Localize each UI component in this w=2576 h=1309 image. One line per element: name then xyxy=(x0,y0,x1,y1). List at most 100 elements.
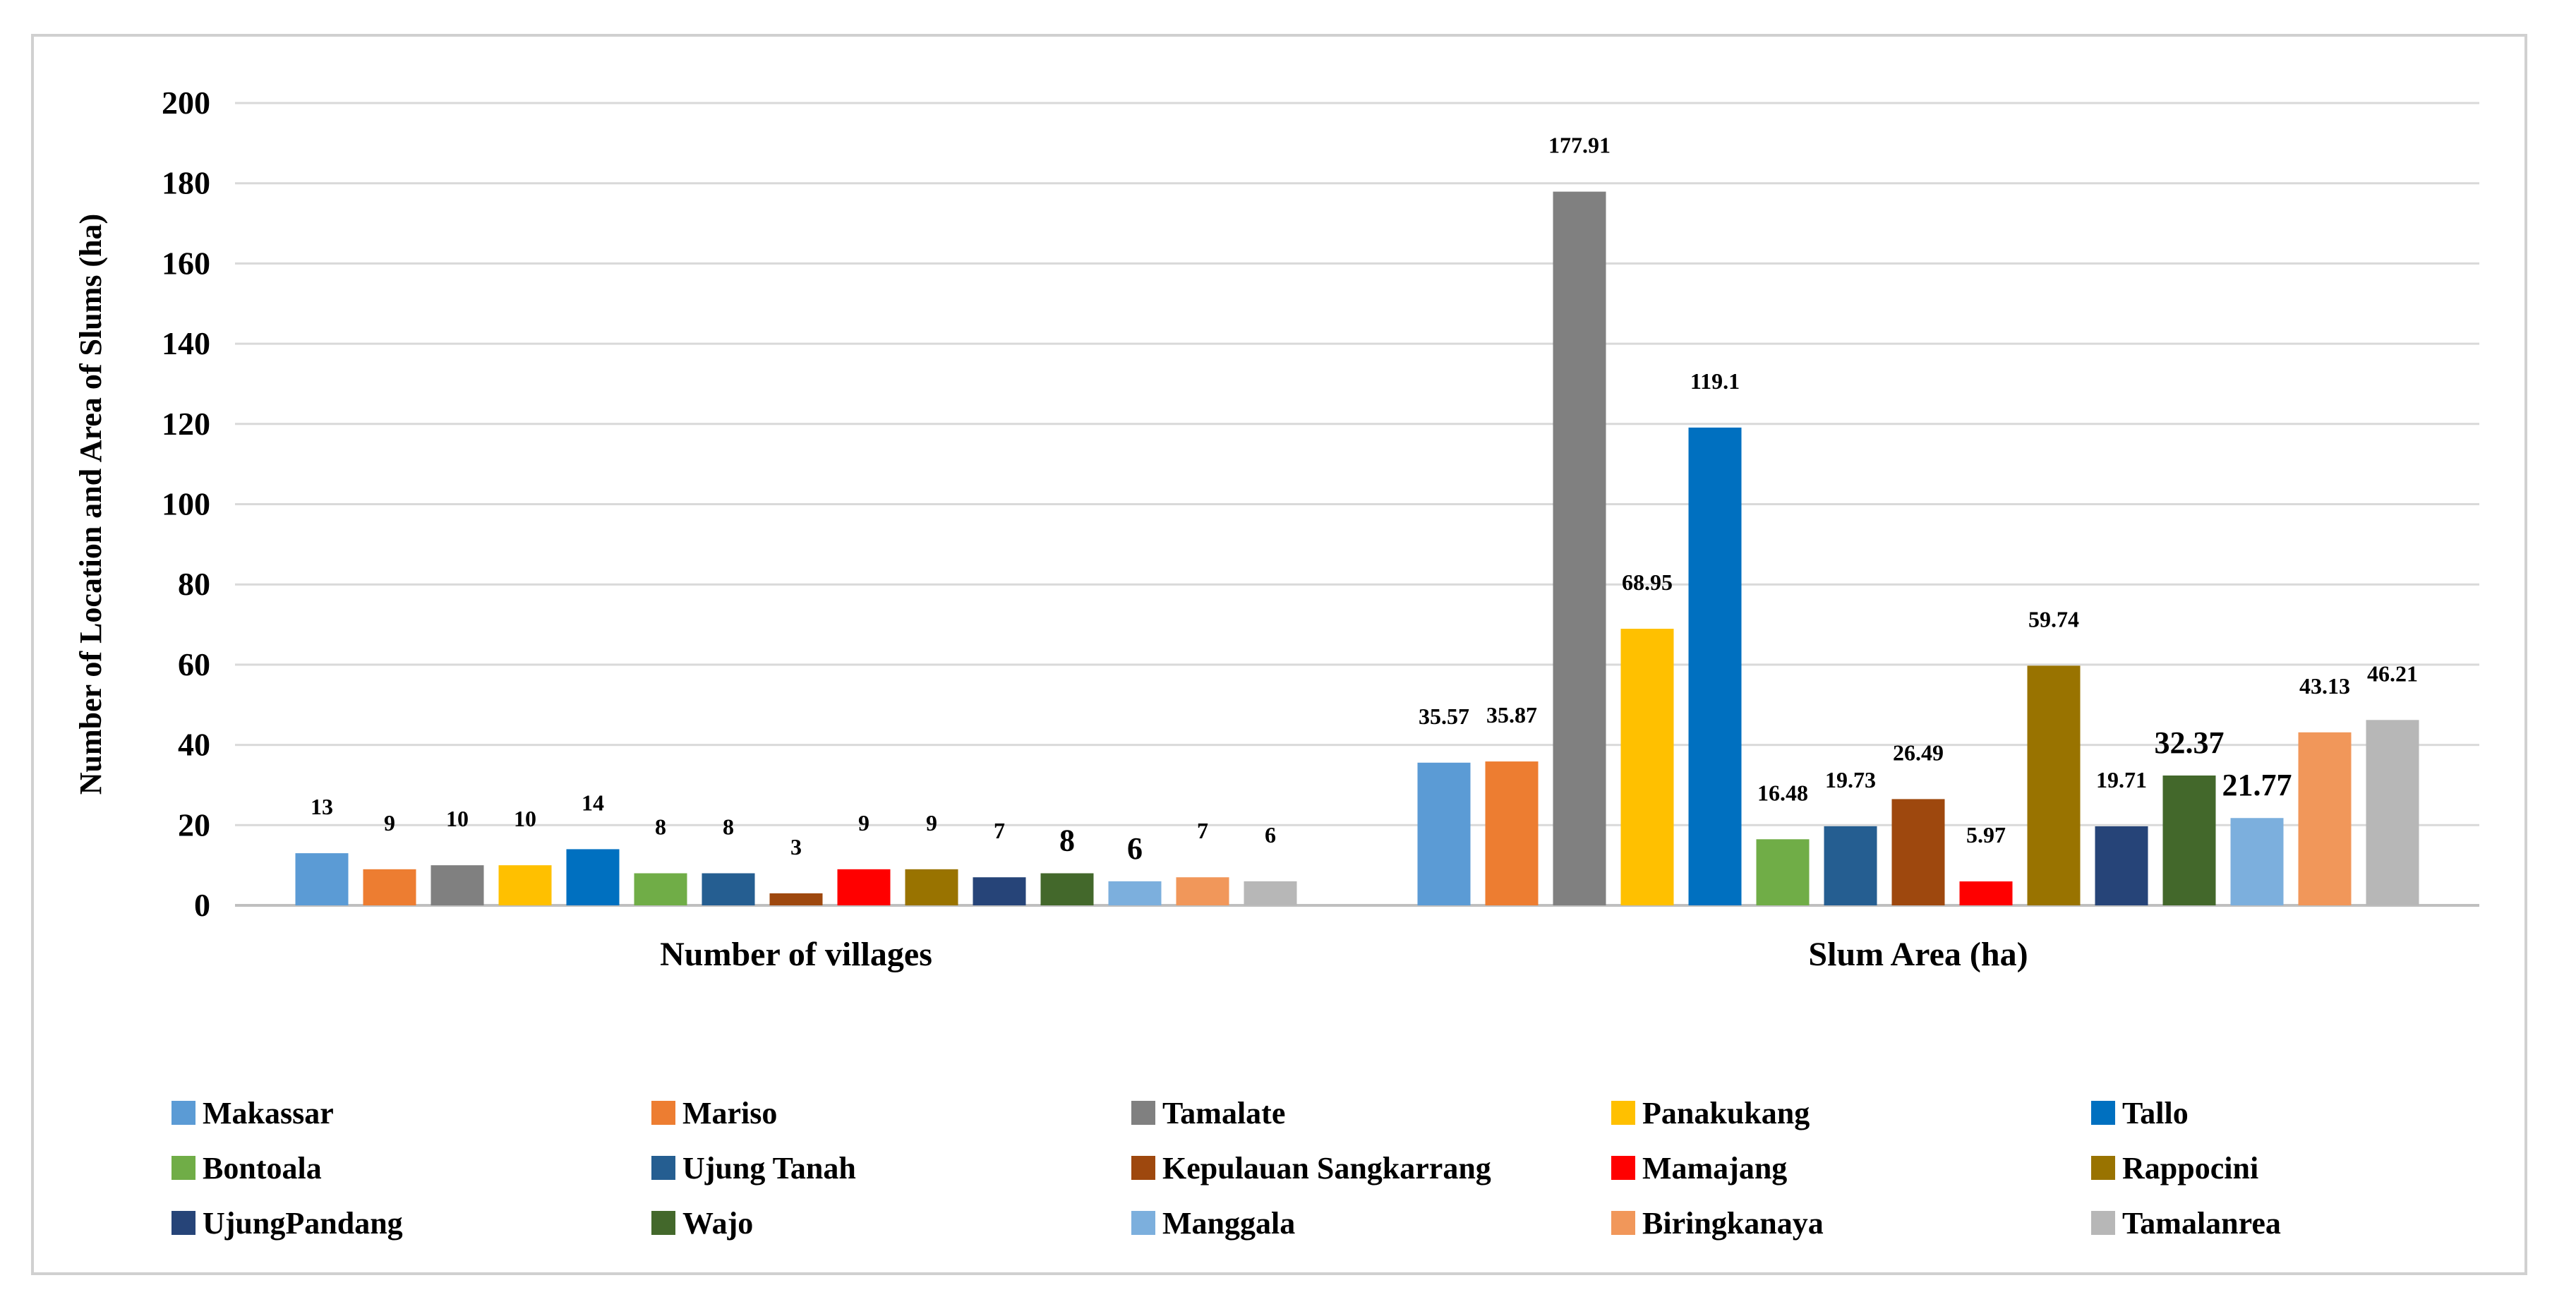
legend-item: Tallo xyxy=(2091,1096,2189,1130)
data-label: 3 xyxy=(790,834,802,859)
bar-wajo xyxy=(2162,775,2216,905)
legend-label: Tallo xyxy=(2122,1096,2189,1130)
data-label: 21.77 xyxy=(2222,768,2292,802)
data-label: 16.48 xyxy=(1757,780,1808,805)
legend-swatch xyxy=(1611,1101,1635,1125)
legend-label: Tamalanrea xyxy=(2122,1206,2281,1241)
data-label: 19.71 xyxy=(2096,767,2147,792)
y-tick-label: 200 xyxy=(162,85,210,121)
bar-kepulauan-sangkarrang xyxy=(1891,799,1945,905)
bar-rappocini xyxy=(2027,665,2081,905)
legend-item: UjungPandang xyxy=(171,1206,403,1241)
legend-item: Makassar xyxy=(171,1096,334,1130)
y-tick-label: 20 xyxy=(178,807,210,843)
legend-swatch xyxy=(171,1211,195,1235)
legend-swatch xyxy=(1131,1156,1155,1180)
data-label: 35.87 xyxy=(1486,702,1537,728)
data-label: 6 xyxy=(1127,831,1143,866)
bars xyxy=(295,191,2419,905)
data-label: 59.74 xyxy=(2028,606,2079,632)
bar-ujungpandang xyxy=(973,877,1026,905)
bar-rappocini xyxy=(905,869,958,905)
data-label: 10 xyxy=(446,806,469,831)
y-tick-label: 100 xyxy=(162,486,210,522)
data-label: 8 xyxy=(723,814,734,840)
bar-tamalate xyxy=(431,865,484,905)
y-tick-label: 80 xyxy=(178,566,210,602)
legend-item: Bontoala xyxy=(171,1151,322,1186)
data-label: 8 xyxy=(1059,824,1075,858)
bar-mamajang xyxy=(1959,881,2013,905)
legend-swatch xyxy=(1611,1156,1635,1180)
legend-item: Ujung Tanah xyxy=(651,1151,856,1186)
bar-tamalate xyxy=(1553,191,1606,905)
data-label: 68.95 xyxy=(1622,569,1673,595)
legend-swatch xyxy=(2091,1156,2115,1180)
gridlines xyxy=(235,102,2479,907)
bar-biringkanaya xyxy=(1176,877,1229,905)
data-label: 26.49 xyxy=(1893,740,1944,765)
legend-label: Kepulauan Sangkarrang xyxy=(1162,1151,1491,1186)
data-label: 6 xyxy=(1265,822,1276,847)
bar-manggala xyxy=(1108,881,1162,905)
legend-item: Tamalanrea xyxy=(2091,1206,2281,1241)
data-label: 9 xyxy=(926,810,937,836)
bar-bontoala xyxy=(634,873,687,905)
bar-bontoala xyxy=(1756,839,1810,905)
y-tick-label: 120 xyxy=(162,406,210,442)
bar-ujungpandang xyxy=(2095,826,2148,905)
data-label: 19.73 xyxy=(1825,767,1876,792)
legend-swatch xyxy=(1131,1211,1155,1235)
legend-item: Mamajang xyxy=(1611,1151,1787,1186)
data-label: 14 xyxy=(582,790,604,815)
data-label: 7 xyxy=(1197,818,1208,843)
bar-manggala xyxy=(2230,818,2284,905)
data-label: 177.91 xyxy=(1548,133,1611,158)
legend-item: Kepulauan Sangkarrang xyxy=(1131,1151,1491,1186)
y-tick-label: 180 xyxy=(162,165,210,201)
data-label: 35.57 xyxy=(1419,704,1469,729)
y-tick-label: 0 xyxy=(194,887,210,923)
legend-swatch xyxy=(2091,1211,2115,1235)
legend-item: Rappocini xyxy=(2091,1151,2258,1186)
data-label: 46.21 xyxy=(2367,660,2418,686)
legend-label: Makassar xyxy=(203,1096,334,1130)
legend-label: Manggala xyxy=(1162,1206,1295,1241)
bar-tallo xyxy=(566,849,620,905)
legend-swatch xyxy=(651,1101,675,1125)
bar-tallo xyxy=(1688,427,1742,905)
legend-label: Mamajang xyxy=(1642,1151,1787,1186)
y-tick-label: 140 xyxy=(162,325,210,361)
chart-frame: 0 20 40 60 80 100 120 140 160 180 200 13 9 10 10 14 8 8 3… xyxy=(31,34,2527,1275)
bar-makassar xyxy=(295,853,349,905)
y-axis-ticks: 0 20 40 60 80 100 120 140 160 180 200 xyxy=(162,85,210,923)
legend-item: Tamalate xyxy=(1131,1096,1285,1130)
legend-swatch xyxy=(171,1156,195,1180)
legend-label: Panakukang xyxy=(1642,1096,1810,1130)
y-tick-label: 60 xyxy=(178,646,210,682)
legend-swatch xyxy=(2091,1101,2115,1125)
x-category-label: Number of villages xyxy=(660,936,932,973)
legend-label: UjungPandang xyxy=(203,1206,403,1241)
x-category-label: Slum Area (ha) xyxy=(1808,936,2028,973)
bar-makassar xyxy=(1417,762,1471,905)
bar-mariso xyxy=(1485,761,1539,905)
y-tick-label: 160 xyxy=(162,245,210,281)
x-axis-categories: Number of villages Slum Area (ha) xyxy=(660,936,2028,973)
bar-panakukang xyxy=(1620,629,1674,905)
legend-item: Mariso xyxy=(651,1096,777,1130)
legend-label: Bontoala xyxy=(203,1151,322,1186)
data-labels: 13 9 10 10 14 8 8 3 9 9 7 8 6 7 6 35.57 35.87 177.91 68.95… xyxy=(311,133,2418,866)
data-label: 43.13 xyxy=(2299,673,2350,699)
bar-ujung-tanah xyxy=(1824,826,1877,905)
data-label: 7 xyxy=(994,818,1005,843)
data-label: 13 xyxy=(311,794,333,819)
legend-item: Manggala xyxy=(1131,1206,1295,1241)
legend-swatch xyxy=(651,1211,675,1235)
bar-tamalanrea xyxy=(2366,720,2419,905)
y-axis-label: Number of Location and Area of Slums (ha… xyxy=(73,214,108,795)
bar-mamajang xyxy=(837,869,891,905)
legend: Makassar Mariso Tamalate Panakukang Tallo Bon… xyxy=(171,1096,2281,1241)
legend-label: Tamalate xyxy=(1162,1096,1285,1130)
bar-kepulauan-sangkarrang xyxy=(769,893,823,905)
